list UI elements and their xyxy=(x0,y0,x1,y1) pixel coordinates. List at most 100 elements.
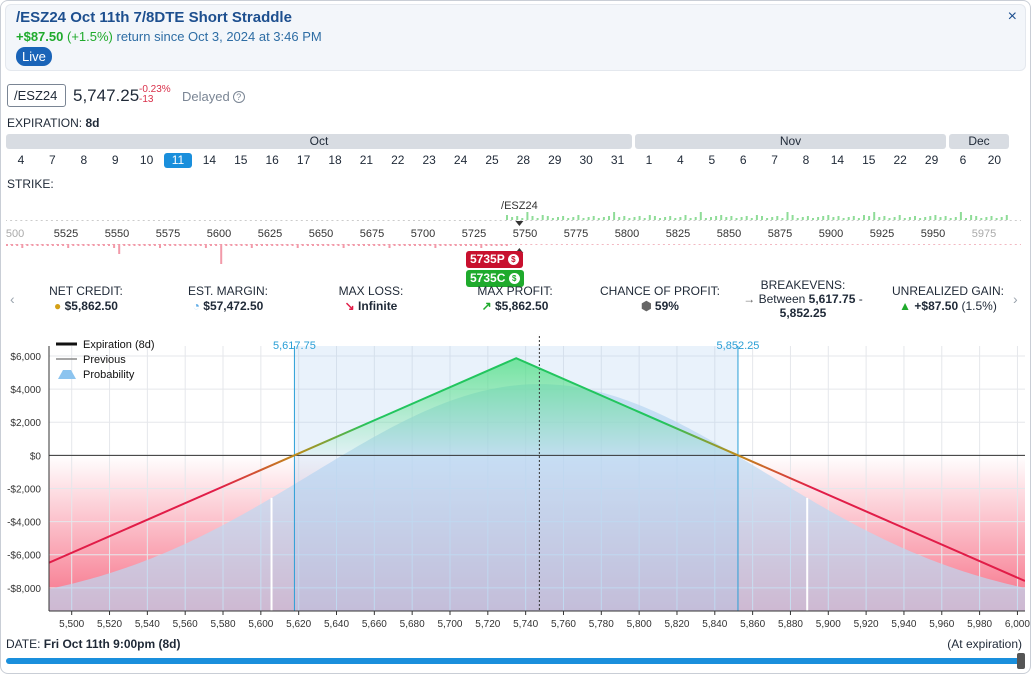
expiration-day[interactable]: 14 xyxy=(830,153,845,167)
expiration-day[interactable]: 31 xyxy=(610,153,625,167)
expiration-day[interactable]: 17 xyxy=(296,153,311,167)
max-profit-label: MAX PROFIT: xyxy=(477,284,553,298)
expiration-day[interactable]: 23 xyxy=(422,153,436,167)
expiration-day[interactable]: 10 xyxy=(139,153,154,167)
expiration-day[interactable]: 22 xyxy=(893,153,907,167)
call-oi-bar xyxy=(863,215,865,220)
strike-tick-label[interactable]: 5700 xyxy=(411,228,435,240)
expiration-day[interactable]: 5 xyxy=(708,153,716,167)
expiration-day[interactable]: 24 xyxy=(453,153,468,167)
expiration-day[interactable]: 7 xyxy=(49,153,56,167)
strike-tick-label[interactable]: 5800 xyxy=(615,228,639,240)
call-oi-bar xyxy=(995,218,998,220)
strike-tick-label[interactable]: 5925 xyxy=(870,228,894,240)
expiration-day[interactable]: 28 xyxy=(516,153,531,167)
expiration-day[interactable]: 4 xyxy=(17,153,25,167)
call-oi-bar xyxy=(761,216,763,220)
chevron-right-icon[interactable]: › xyxy=(1013,291,1018,307)
call-oi-bar xyxy=(531,216,534,220)
position-title[interactable]: /ESZ24 Oct 11th 7/8DTE Short Straddle xyxy=(16,9,292,26)
unrealized-label: UNREALIZED GAIN: xyxy=(891,284,1005,298)
call-oi-bar xyxy=(546,216,549,220)
strike-tick-label[interactable]: 5750 xyxy=(513,228,537,240)
put-oi-bar xyxy=(31,244,34,246)
put-oi-bar xyxy=(306,244,309,246)
strike-tick-label[interactable]: 5525 xyxy=(54,228,78,240)
put-oi-bar xyxy=(301,244,304,246)
expiration-day[interactable]: 1 xyxy=(645,153,653,167)
strike-tick-label[interactable]: 500 xyxy=(6,228,24,240)
strike-tick-label[interactable]: 5600 xyxy=(207,228,231,240)
live-badge[interactable]: Live xyxy=(16,47,52,66)
strike-tick-label[interactable]: 5775 xyxy=(564,228,588,240)
call-oi-bar xyxy=(776,216,779,220)
expiration-day[interactable]: 6 xyxy=(959,153,967,167)
call-leg-tag[interactable]: 5735C $ xyxy=(466,270,524,287)
put-oi-bar xyxy=(82,244,85,246)
date-slider[interactable] xyxy=(6,658,1022,664)
call-oi-bar xyxy=(521,218,524,220)
strike-tick-label[interactable]: 5875 xyxy=(768,228,792,240)
call-oi-bar xyxy=(628,218,631,220)
put-leg-tag[interactable]: 5735P $ xyxy=(466,251,523,268)
call-oi-bar xyxy=(980,218,983,220)
symbol-input[interactable]: /ESZ24 xyxy=(7,84,66,107)
expiration-day[interactable]: 14 xyxy=(202,153,217,167)
strike-tick-label[interactable]: 5825 xyxy=(666,228,690,240)
strike-tick-label[interactable]: 5625 xyxy=(258,228,282,240)
strike-tick-label[interactable]: 5675 xyxy=(360,228,384,240)
expiration-day[interactable]: 16 xyxy=(265,153,279,167)
put-oi-bar xyxy=(102,244,105,246)
expiration-day[interactable]: 15 xyxy=(234,153,248,167)
date-slider-thumb[interactable] xyxy=(1017,653,1025,669)
strike-tick-label[interactable]: 5900 xyxy=(819,228,843,240)
expiration-day[interactable]: 29 xyxy=(924,153,939,167)
x-tick-label: 5,560 xyxy=(173,619,198,630)
strike-tick-label[interactable]: 5650 xyxy=(309,228,333,240)
strike-tick-label[interactable]: 5975 xyxy=(972,228,996,240)
est-margin-value: $57,472.50 xyxy=(203,299,264,313)
legend-expiration-label[interactable]: Expiration (8d) xyxy=(83,339,155,351)
strike-tick-label[interactable]: 5725 xyxy=(462,228,486,240)
strike-ladder[interactable]: 500 5525 5550 5575 5600 5625 5650 5675 5700 5725 5… xyxy=(6,199,1021,269)
month-oct[interactable]: Oct xyxy=(6,134,632,149)
call-oi-bar xyxy=(674,218,677,220)
expiration-day[interactable]: 6 xyxy=(739,153,747,167)
expiration-day[interactable]: 20 xyxy=(987,153,1002,167)
expiration-day[interactable]: 21 xyxy=(359,153,374,167)
call-oi-bar xyxy=(929,216,932,220)
strike-tick-label[interactable]: 5550 xyxy=(105,228,129,240)
expiration-day[interactable]: 7 xyxy=(771,153,778,167)
put-oi-bar xyxy=(169,244,172,246)
max-loss-stat: MAX LOSS: ↘ Infinite xyxy=(329,284,413,313)
expiration-day[interactable]: 8 xyxy=(802,153,810,167)
legend-probability-label[interactable]: Probability xyxy=(83,369,135,381)
expiration-day[interactable]: 18 xyxy=(328,153,342,167)
expiration-day[interactable]: 15 xyxy=(862,153,876,167)
expiration-day[interactable]: 30 xyxy=(579,153,593,167)
pnl-chart[interactable]: 5,617.75 5,852.25 $6,000 $4,000 $2,000 $0 -$2,… xyxy=(1,336,1031,636)
expiration-day[interactable]: 29 xyxy=(548,153,562,167)
help-icon[interactable]: ? xyxy=(232,91,245,103)
expiration-day[interactable]: 4 xyxy=(677,153,684,167)
strike-tick-label[interactable]: 5575 xyxy=(156,228,180,240)
expiration-day[interactable]: 9 xyxy=(111,153,119,167)
chevron-left-icon[interactable]: ‹ xyxy=(10,291,15,307)
strike-tick-label[interactable]: 5850 xyxy=(717,228,741,240)
close-icon[interactable]: × xyxy=(1007,8,1017,25)
x-tick-label: 5,740 xyxy=(513,619,538,630)
month-nov[interactable]: Nov xyxy=(635,134,946,149)
call-oi-bar xyxy=(781,218,784,220)
expiration-day[interactable]: 11 xyxy=(164,153,192,168)
expiration-day[interactable]: 8 xyxy=(80,153,88,167)
legend-previous-label[interactable]: Previous xyxy=(83,354,126,366)
expiration-day[interactable]: 25 xyxy=(485,153,499,167)
x-tick-label: 5,900 xyxy=(816,619,841,630)
call-oi-bar xyxy=(750,218,753,220)
expiration-day[interactable]: 22 xyxy=(391,153,405,167)
strike-tick-label[interactable]: 5950 xyxy=(921,228,945,240)
month-dec[interactable]: Dec xyxy=(949,134,1009,149)
x-tick-label: 5,620 xyxy=(286,619,311,630)
put-oi-bar xyxy=(500,244,503,246)
expiration-label: EXPIRATION: 8d xyxy=(7,116,99,130)
